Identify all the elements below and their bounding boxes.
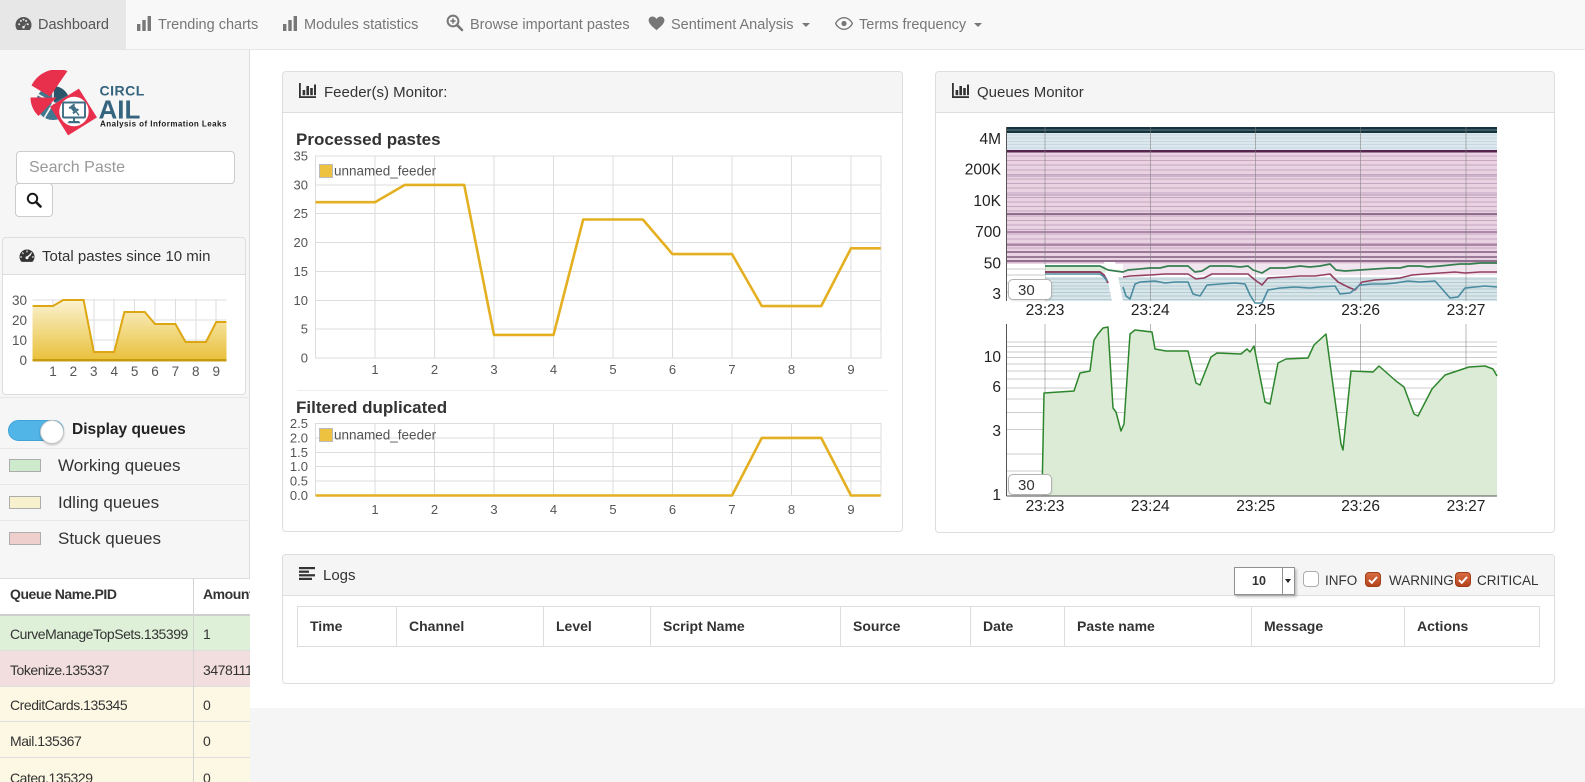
svg-text:AIL: AIL [99, 95, 141, 125]
svg-text:CIRCL: CIRCL [100, 83, 145, 99]
svg-text:Analysis of Information Leaks: Analysis of Information Leaks [100, 120, 227, 129]
